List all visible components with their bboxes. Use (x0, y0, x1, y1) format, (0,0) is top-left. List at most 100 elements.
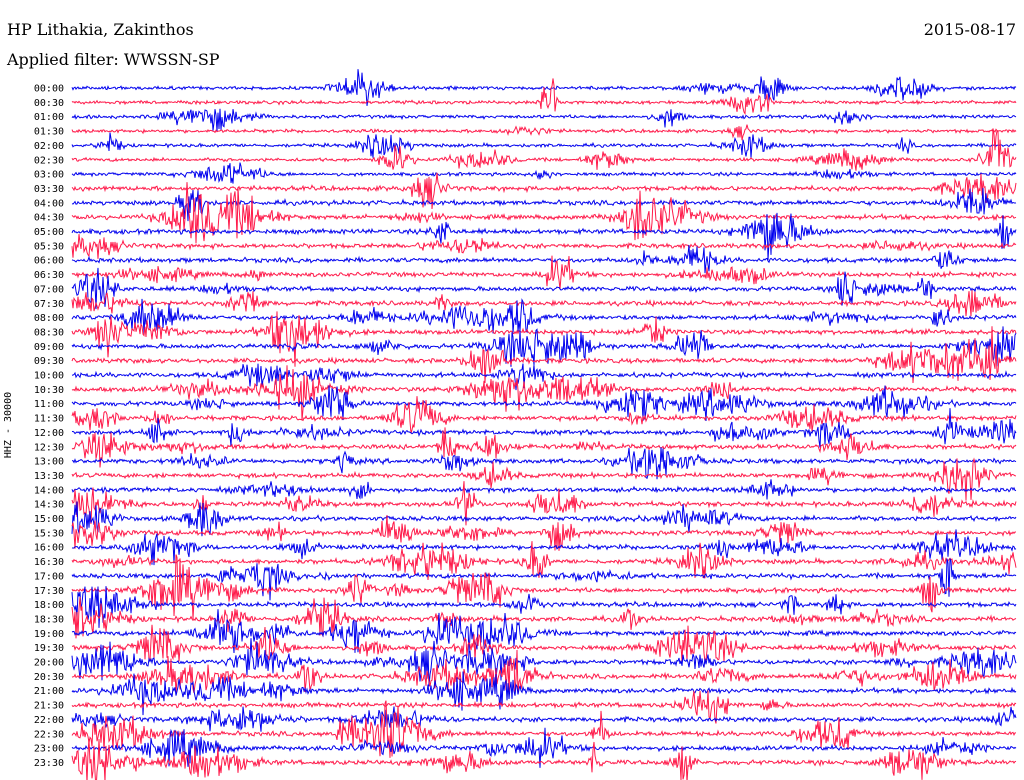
seismic-trace-row (71, 162, 1017, 184)
seismic-trace-row (71, 541, 1017, 581)
seismic-trace-row (71, 124, 1017, 141)
seismic-trace-row (71, 671, 1017, 716)
record-date: 2015-08-17 (923, 20, 1016, 39)
row-time-label: 14:30 (34, 500, 64, 511)
row-time-label: 03:30 (34, 184, 64, 195)
row-time-label: 09:30 (34, 356, 64, 367)
row-time-label: 18:30 (34, 614, 64, 625)
row-time-label: 12:00 (34, 428, 64, 439)
seismic-trace-row (71, 554, 1017, 619)
seismic-trace-row (71, 267, 1017, 310)
seismic-trace-row (71, 326, 1017, 384)
row-time-label: 17:30 (34, 586, 64, 597)
row-time-label: 16:00 (34, 543, 64, 554)
row-time-label: 00:30 (34, 98, 64, 109)
row-time-label: 13:00 (34, 457, 64, 468)
filter-label: Applied filter: WWSSN-SP (7, 50, 220, 69)
seismic-trace-row (71, 212, 1017, 261)
row-time-label: 05:30 (34, 241, 64, 252)
seismic-trace-row (71, 427, 1017, 468)
seismic-trace-row (71, 727, 1017, 768)
seismic-trace-row (71, 244, 1017, 274)
seismic-trace-row (71, 365, 1017, 421)
row-time-label: 21:00 (34, 686, 64, 697)
row-time-label: 22:30 (34, 729, 64, 740)
row-time-label: 06:30 (34, 270, 64, 281)
seismic-trace-row (71, 182, 1017, 244)
seismic-trace-row (71, 738, 1017, 780)
seismic-trace-row (71, 108, 1017, 132)
seismic-trace-row (71, 447, 1017, 480)
row-time-label: 08:30 (34, 327, 64, 338)
seismic-trace-row (71, 700, 1016, 758)
row-time-label: 08:00 (34, 313, 64, 324)
row-time-label: 00:00 (34, 84, 64, 95)
row-time-label: 20:30 (34, 672, 64, 683)
row-time-label: 13:30 (34, 471, 64, 482)
seismic-trace-row (71, 311, 1017, 367)
seismic-trace-row (71, 298, 1017, 334)
seismic-trace-row (71, 706, 1017, 732)
seismic-trace-row (71, 78, 1017, 116)
seismic-trace-row (71, 586, 1017, 628)
row-time-label: 01:00 (34, 112, 64, 123)
seismic-trace-row (71, 501, 1017, 537)
seismic-trace-row (71, 255, 1017, 290)
seismic-trace-row (71, 649, 1017, 695)
seismic-trace-row (71, 128, 1017, 171)
time-label-group: 00:00 00:30 01:00 01:30 02:00 02:30 03:00 03:30… (34, 84, 64, 769)
seismic-trace-row (71, 187, 1017, 222)
row-time-label: 21:30 (34, 701, 64, 712)
row-time-label: 19:00 (34, 629, 64, 640)
row-time-label: 10:00 (34, 371, 64, 382)
seismic-trace-row (71, 624, 1017, 664)
row-time-label: 14:00 (34, 485, 64, 496)
row-time-label: 11:30 (34, 414, 64, 425)
seismic-trace-row (71, 408, 1017, 448)
row-time-label: 20:00 (34, 658, 64, 669)
row-time-label: 04:30 (34, 213, 64, 224)
row-time-label: 23:00 (34, 744, 64, 755)
seismic-trace-row (71, 172, 1017, 210)
seismic-trace-row (71, 529, 1017, 566)
row-time-label: 09:00 (34, 342, 64, 353)
seismic-trace-row (71, 385, 1017, 422)
station-title: HP Lithakia, Zakinthos (7, 20, 194, 39)
seismic-trace-row (71, 609, 1017, 654)
seismic-trace-row (71, 479, 1017, 500)
row-time-label: 10:30 (34, 385, 64, 396)
seismic-trace-row (71, 515, 1016, 551)
row-time-label: 12:30 (34, 442, 64, 453)
row-time-label: 07:00 (34, 284, 64, 295)
row-time-label: 06:00 (34, 256, 64, 267)
row-time-label: 03:00 (34, 170, 64, 181)
seismic-trace-row (71, 234, 1017, 259)
trace-group (71, 69, 1017, 780)
row-time-label: 02:30 (34, 155, 64, 166)
seismic-trace-row (71, 558, 1017, 601)
seismic-trace-row (71, 132, 1017, 158)
row-time-label: 22:00 (34, 715, 64, 726)
seismic-trace-row (71, 690, 1017, 724)
row-time-label: 19:30 (34, 643, 64, 654)
seismic-trace-row (71, 290, 1017, 317)
row-time-label: 23:30 (34, 758, 64, 769)
seismic-trace-row (71, 481, 1017, 526)
row-time-label: 15:00 (34, 514, 64, 525)
row-time-label: 05:00 (34, 227, 64, 238)
row-time-label: 15:30 (34, 528, 64, 539)
seismic-trace-row (71, 596, 1017, 639)
seismic-trace-row (71, 638, 1017, 687)
row-time-label: 07:30 (34, 299, 64, 310)
row-time-label: 01:30 (34, 127, 64, 138)
row-time-label: 18:00 (34, 600, 64, 611)
seismic-trace-row (71, 396, 1017, 434)
row-time-label: 11:00 (34, 399, 64, 410)
row-time-label: 04:00 (34, 198, 64, 209)
row-time-label: 17:00 (34, 571, 64, 582)
row-time-label: 02:00 (34, 141, 64, 152)
seismic-trace-row (71, 363, 1017, 391)
row-time-label: 16:30 (34, 557, 64, 568)
seismic-trace-row (71, 326, 1017, 367)
